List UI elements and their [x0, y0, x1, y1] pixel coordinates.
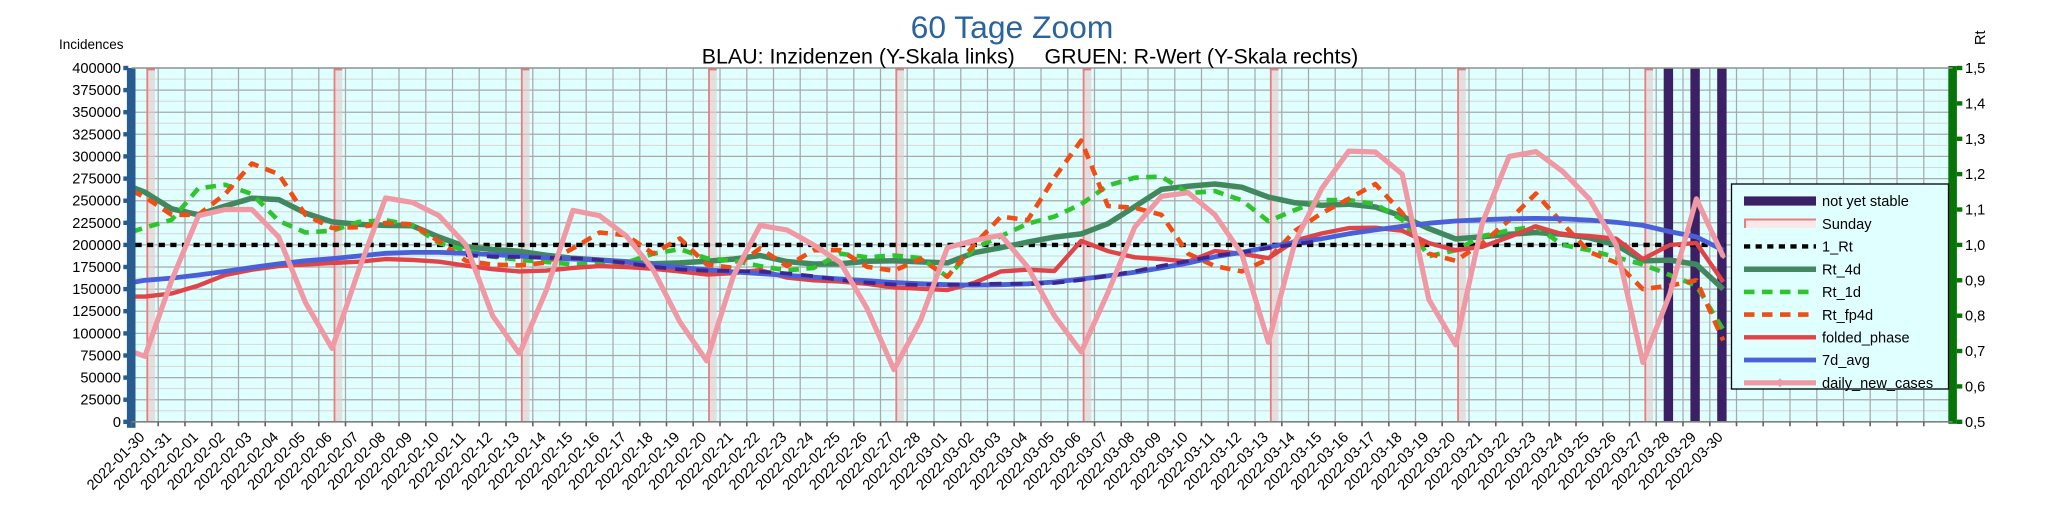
- svg-text:1,4: 1,4: [1965, 96, 1985, 112]
- svg-text:1,2: 1,2: [1965, 167, 1985, 183]
- svg-text:Rt: Rt: [1973, 31, 1989, 46]
- svg-text:325000: 325000: [72, 127, 121, 143]
- svg-text:BLAU: Inzidenzen (Y-Skala link: BLAU: Inzidenzen (Y-Skala links) GRUEN: …: [702, 45, 1359, 69]
- svg-text:0,6: 0,6: [1965, 379, 1985, 395]
- svg-text:Rt_4d: Rt_4d: [1822, 262, 1861, 278]
- svg-text:375000: 375000: [72, 83, 121, 99]
- svg-text:0,9: 0,9: [1965, 273, 1985, 289]
- svg-text:150000: 150000: [72, 282, 121, 298]
- svg-text:0,5: 0,5: [1965, 415, 1985, 431]
- svg-text:0: 0: [113, 415, 121, 431]
- svg-text:275000: 275000: [72, 172, 121, 188]
- svg-text:125000: 125000: [72, 304, 121, 320]
- svg-text:Incidences: Incidences: [59, 37, 124, 52]
- svg-text:50000: 50000: [80, 371, 121, 387]
- svg-text:250000: 250000: [72, 194, 121, 210]
- svg-text:folded_phase: folded_phase: [1822, 331, 1910, 347]
- svg-text:200000: 200000: [72, 238, 121, 254]
- svg-text:1,1: 1,1: [1965, 203, 1985, 219]
- svg-text:0,7: 0,7: [1965, 344, 1985, 360]
- svg-text:350000: 350000: [72, 105, 121, 121]
- svg-text:60 Tage Zoom: 60 Tage Zoom: [911, 9, 1114, 45]
- svg-text:25000: 25000: [80, 393, 121, 409]
- svg-text:300000: 300000: [72, 149, 121, 165]
- svg-text:400000: 400000: [72, 61, 121, 77]
- svg-text:75000: 75000: [80, 349, 121, 365]
- svg-text:175000: 175000: [72, 260, 121, 276]
- svg-text:Rt_fp4d: Rt_fp4d: [1822, 308, 1873, 324]
- svg-text:Rt_1d: Rt_1d: [1822, 285, 1861, 301]
- svg-text:Sunday: Sunday: [1822, 217, 1872, 233]
- svg-text:1,5: 1,5: [1965, 61, 1985, 77]
- svg-text:1,0: 1,0: [1965, 238, 1985, 254]
- svg-text:100000: 100000: [72, 326, 121, 342]
- svg-text:1,3: 1,3: [1965, 132, 1985, 148]
- svg-text:7d_avg: 7d_avg: [1822, 353, 1870, 369]
- svg-text:0,8: 0,8: [1965, 309, 1985, 325]
- svg-text:1_Rt: 1_Rt: [1822, 240, 1853, 256]
- svg-text:225000: 225000: [72, 216, 121, 232]
- svg-text:not yet stable: not yet stable: [1822, 194, 1909, 210]
- svg-text:daily_new_cases: daily_new_cases: [1822, 376, 1933, 392]
